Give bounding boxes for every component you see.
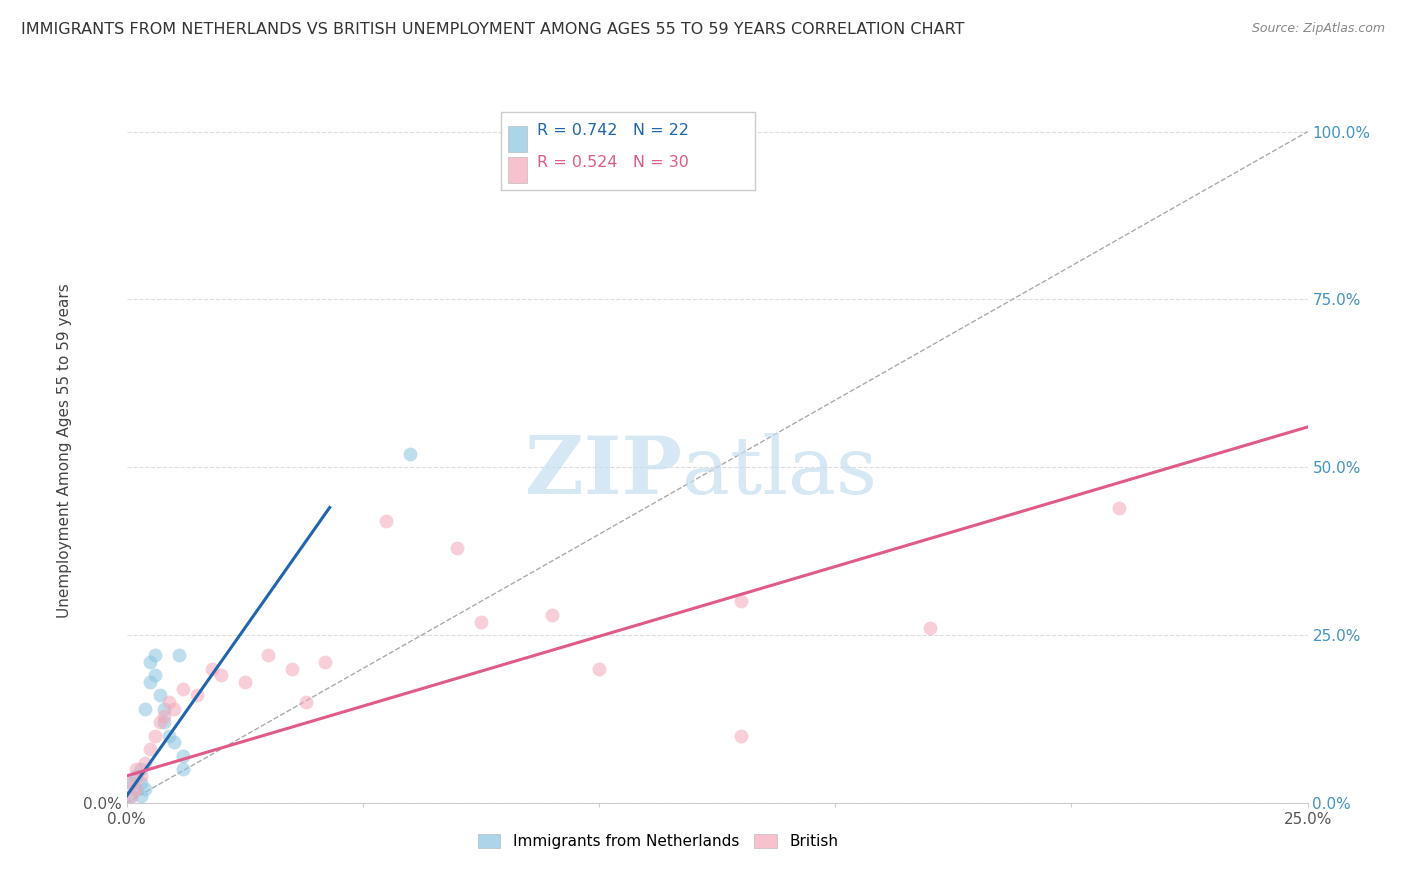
Point xyxy=(470,615,492,629)
Point xyxy=(281,662,304,676)
Point xyxy=(143,729,166,743)
Text: Source: ZipAtlas.com: Source: ZipAtlas.com xyxy=(1251,22,1385,36)
Point xyxy=(172,762,194,776)
Point xyxy=(143,668,166,682)
Text: R = 0.524   N = 30: R = 0.524 N = 30 xyxy=(537,154,689,169)
Point xyxy=(149,715,172,730)
Point xyxy=(139,742,162,756)
Point xyxy=(139,675,162,690)
Point xyxy=(233,675,256,690)
Point xyxy=(1108,500,1130,515)
Point xyxy=(134,782,156,797)
Point xyxy=(153,708,176,723)
Point xyxy=(129,775,152,789)
Point xyxy=(163,735,186,749)
Point xyxy=(918,621,941,635)
Point xyxy=(153,715,176,730)
Text: IMMIGRANTS FROM NETHERLANDS VS BRITISH UNEMPLOYMENT AMONG AGES 55 TO 59 YEARS CO: IMMIGRANTS FROM NETHERLANDS VS BRITISH U… xyxy=(21,22,965,37)
Point xyxy=(399,447,422,461)
Point xyxy=(314,655,336,669)
Point xyxy=(120,775,142,789)
Point xyxy=(134,756,156,770)
Point xyxy=(588,662,610,676)
Point xyxy=(149,689,172,703)
Text: R = 0.742   N = 22: R = 0.742 N = 22 xyxy=(537,123,689,138)
Point xyxy=(120,789,142,803)
Text: atlas: atlas xyxy=(682,433,877,510)
Point xyxy=(125,769,148,783)
Point xyxy=(129,762,152,776)
Point xyxy=(540,607,562,622)
Point xyxy=(200,662,222,676)
Point xyxy=(143,648,166,662)
Point xyxy=(125,782,148,797)
Point xyxy=(125,762,148,776)
Point xyxy=(134,702,156,716)
Point xyxy=(167,648,190,662)
Point xyxy=(375,514,398,528)
Point xyxy=(139,655,162,669)
Point xyxy=(129,769,152,783)
Point xyxy=(295,695,318,709)
Point xyxy=(257,648,280,662)
Point xyxy=(163,702,186,716)
Point xyxy=(730,729,752,743)
Point xyxy=(157,695,180,709)
Point xyxy=(172,748,194,763)
Text: ZIP: ZIP xyxy=(524,433,682,510)
Point xyxy=(186,689,208,703)
Point xyxy=(209,668,232,682)
Point xyxy=(129,789,152,803)
Y-axis label: Unemployment Among Ages 55 to 59 years: Unemployment Among Ages 55 to 59 years xyxy=(56,283,72,618)
Point xyxy=(125,782,148,797)
Point xyxy=(730,594,752,608)
Legend: Immigrants from Netherlands, British: Immigrants from Netherlands, British xyxy=(471,828,845,855)
Point xyxy=(172,681,194,696)
Point xyxy=(446,541,468,555)
Point xyxy=(157,729,180,743)
Point xyxy=(120,789,142,803)
Point xyxy=(120,775,142,789)
Point xyxy=(153,702,176,716)
